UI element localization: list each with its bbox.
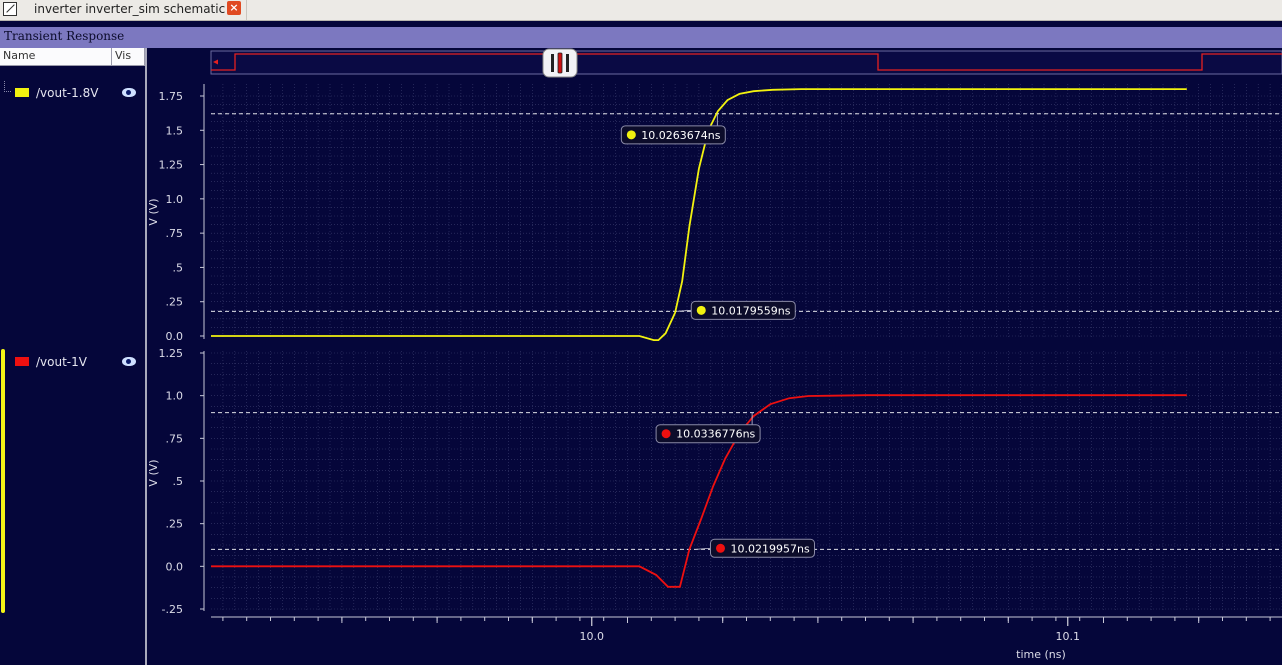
y-tick-label: .75 bbox=[166, 227, 184, 240]
name-column-header[interactable]: Name bbox=[0, 48, 112, 66]
marker-label-box[interactable] bbox=[655, 424, 761, 444]
y-tick-label: 1.25 bbox=[159, 159, 184, 172]
series-line bbox=[211, 394, 1187, 588]
marker-leader-line bbox=[696, 547, 711, 550]
y-tick-label: .25 bbox=[166, 296, 184, 309]
visibility-eye-icon[interactable] bbox=[122, 357, 136, 366]
signal-row-vout-1v[interactable]: /vout-1V bbox=[4, 354, 144, 370]
marker-time-label: 10.0336776ns bbox=[676, 428, 755, 441]
marker-dot bbox=[715, 543, 725, 553]
signal-row-vout-1.8v[interactable]: /vout-1.8V bbox=[4, 81, 144, 101]
y-tick-label: .5 bbox=[173, 475, 184, 488]
tab-divider bbox=[246, 0, 247, 20]
y-tick-label: 1.5 bbox=[166, 124, 184, 137]
marker-leader-line bbox=[677, 309, 692, 312]
y-tick-label: .25 bbox=[166, 518, 184, 531]
window-title: Transient Response bbox=[4, 29, 125, 43]
marker-label-box[interactable] bbox=[709, 538, 815, 558]
strip-vout-1.8v[interactable]: 0.0 .25 .5 .75 1.0 1.25 1.5 1.75 V (V) 10.02636… bbox=[147, 84, 1282, 343]
panel-splitter[interactable] bbox=[145, 48, 147, 665]
y-tick-label: -.25 bbox=[162, 603, 183, 616]
x-axis-label: time (ns) bbox=[1016, 648, 1066, 661]
y-tick-label: .5 bbox=[173, 261, 184, 274]
strip-selection-bar[interactable] bbox=[1, 349, 5, 613]
marker-dot bbox=[696, 305, 706, 315]
tab-bar: inverter inverter_sim schematic × bbox=[0, 0, 1282, 21]
series-path bbox=[211, 88, 1187, 342]
overview-scroll-handle-icon[interactable] bbox=[542, 48, 578, 78]
waveform-plot-area[interactable]: 0.0 .25 .5 .75 1.0 1.25 1.5 1.75 V (V) 10.02636… bbox=[147, 48, 1282, 665]
marker-time-label: 10.0179559ns bbox=[711, 304, 790, 317]
series-line bbox=[211, 88, 1187, 342]
y-axis-label: V (V) bbox=[147, 459, 160, 486]
x-tick-label: 10.0 bbox=[580, 630, 605, 643]
threshold-lines bbox=[211, 113, 1282, 312]
tree-connector bbox=[4, 81, 11, 92]
x-ticks: 10.0 10.1 bbox=[222, 617, 1271, 643]
x-tick-label: 10.1 bbox=[1056, 630, 1081, 643]
marker-dot bbox=[626, 130, 636, 140]
y-tick-label: .75 bbox=[166, 432, 184, 445]
strip-vout-1v[interactable]: -.25 0.0 .25 .5 .75 1.0 1.25 V (V) 10.0336776n… bbox=[147, 347, 1282, 616]
x-axis[interactable]: 10.0 10.1 time (ns) bbox=[211, 616, 1282, 661]
marker-dot bbox=[661, 429, 671, 439]
signal-name: /vout-1V bbox=[36, 355, 87, 369]
schematic-icon bbox=[3, 2, 17, 16]
y-tick-label: 1.0 bbox=[166, 390, 184, 403]
visibility-eye-icon[interactable] bbox=[122, 88, 136, 97]
y-axis-label: V (V) bbox=[147, 198, 160, 225]
tab-title[interactable]: inverter inverter_sim schematic bbox=[34, 2, 226, 16]
marker-time-label: 10.0263674ns bbox=[641, 129, 720, 142]
cursor-markers[interactable]: 10.0263674ns 10.0179559ns bbox=[620, 113, 796, 320]
y-tick-labels: -.25 0.0 .25 .5 .75 1.0 1.25 bbox=[159, 347, 204, 616]
marker-label-box[interactable] bbox=[620, 125, 726, 145]
series-path bbox=[211, 394, 1187, 588]
marker-label-box[interactable] bbox=[690, 300, 796, 320]
cursor-markers[interactable]: 10.0336776ns 10.0219957ns bbox=[655, 412, 815, 558]
y-tick-label: 0.0 bbox=[166, 560, 184, 573]
signal-color-swatch bbox=[15, 88, 29, 97]
overview-trace bbox=[211, 53, 1282, 71]
signal-color-swatch bbox=[15, 357, 29, 366]
signal-name: /vout-1.8V bbox=[36, 86, 99, 100]
y-tick-label: 1.25 bbox=[159, 347, 184, 360]
overview-left-arrow-icon[interactable] bbox=[213, 59, 218, 65]
overview-frame bbox=[210, 50, 1282, 75]
window-title-bar: Transient Response bbox=[0, 27, 1282, 48]
y-tick-label: 1.75 bbox=[159, 90, 184, 103]
overview-strip[interactable] bbox=[210, 48, 1282, 78]
close-tab-button[interactable]: × bbox=[227, 1, 241, 15]
y-tick-labels: 0.0 .25 .5 .75 1.0 1.25 1.5 1.75 bbox=[159, 90, 204, 343]
signal-list-panel bbox=[0, 48, 145, 665]
y-tick-label: 0.0 bbox=[166, 330, 184, 343]
grid-lines bbox=[211, 351, 1282, 611]
y-tick-label: 1.0 bbox=[166, 193, 184, 206]
grid-lines bbox=[211, 84, 1282, 339]
vis-column-header[interactable]: Vis bbox=[112, 48, 145, 66]
marker-time-label: 10.0219957ns bbox=[730, 542, 809, 555]
